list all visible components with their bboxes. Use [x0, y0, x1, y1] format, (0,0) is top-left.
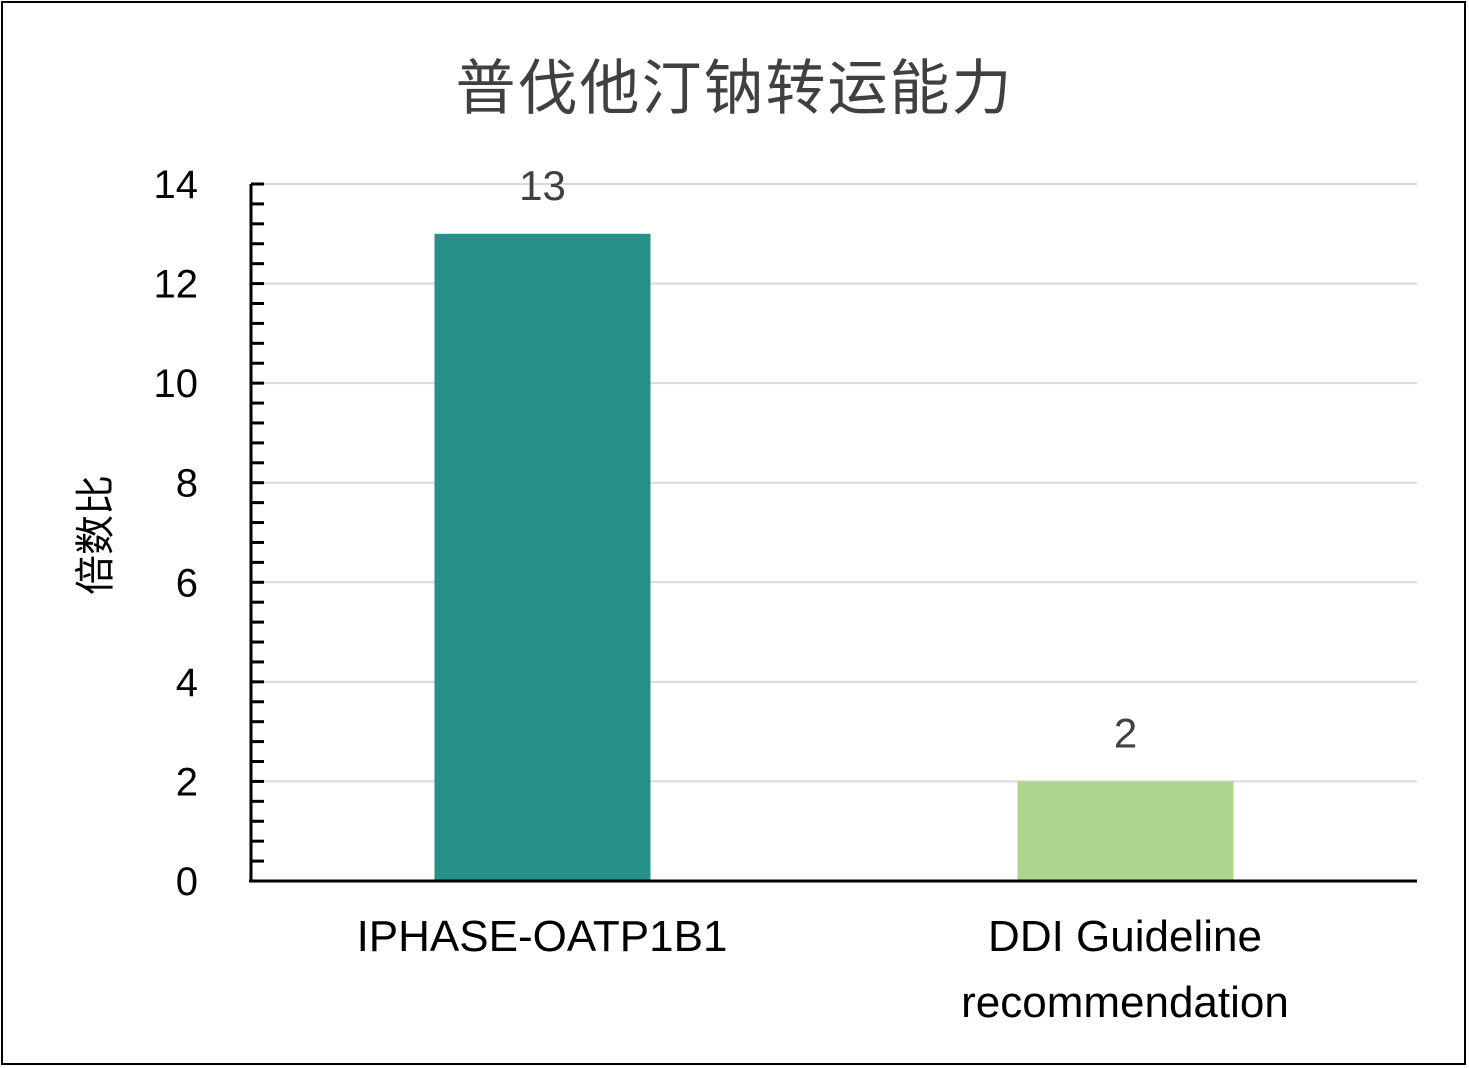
chart-title: 普伐他汀钠转运能力: [455, 54, 1014, 124]
bar: [1017, 781, 1234, 881]
y-tick-label: 4: [176, 661, 198, 705]
y-tick-label: 2: [176, 760, 198, 804]
data-label: 13: [519, 162, 566, 209]
y-tick-label: 12: [154, 263, 199, 307]
y-tick-label: 6: [176, 561, 198, 605]
bar: [434, 233, 651, 882]
y-tick-label: 14: [154, 163, 199, 207]
data-label: 2: [1114, 709, 1137, 756]
y-tick-label: 8: [176, 462, 198, 506]
y-tick-label: 0: [176, 860, 198, 904]
y-tick-label: 10: [154, 362, 199, 406]
x-category-label: IPHASE-OATP1B1: [356, 912, 728, 961]
x-category-label: DDI Guideline recommendation: [961, 912, 1289, 1027]
